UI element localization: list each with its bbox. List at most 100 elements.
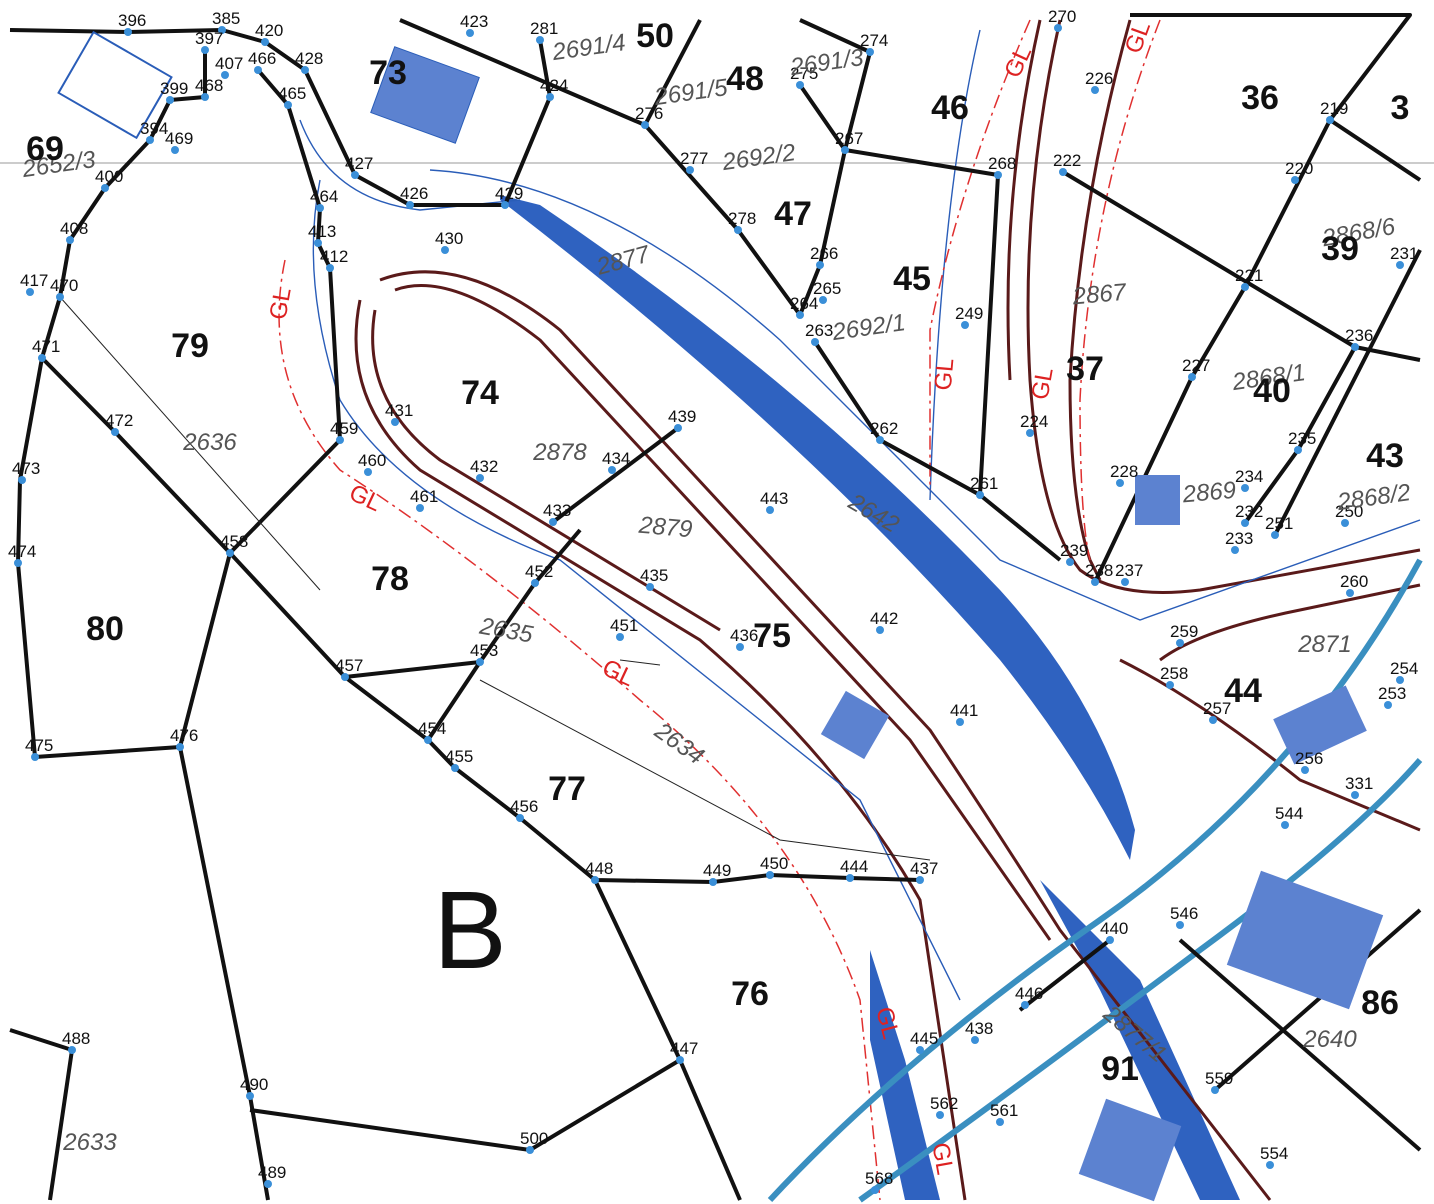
point-number: 449	[703, 861, 731, 880]
gl-label: GL	[265, 286, 297, 322]
point-number: 469	[165, 129, 193, 148]
point-number: 429	[495, 184, 523, 203]
point-number: 453	[470, 641, 498, 660]
survey-point	[14, 559, 22, 567]
survey-point	[476, 658, 484, 666]
survey-point	[146, 136, 154, 144]
plot-number: 2878	[532, 439, 587, 466]
survey-point	[811, 338, 819, 346]
survey-point	[686, 166, 694, 174]
survey-point	[871, 1186, 879, 1194]
point-number: 450	[760, 854, 788, 873]
survey-point	[796, 311, 804, 319]
point-number: 228	[1110, 462, 1138, 481]
survey-point	[536, 36, 544, 44]
plot-number: 2867	[1071, 279, 1129, 311]
survey-point	[351, 171, 359, 179]
survey-point	[1066, 558, 1074, 566]
survey-point	[1054, 24, 1062, 32]
survey-point	[111, 428, 119, 436]
sector-label: B	[433, 869, 506, 992]
point-number: 460	[358, 451, 386, 470]
parcel-number: 46	[931, 89, 969, 127]
parcel-number: 47	[774, 195, 812, 233]
point-number: 471	[32, 337, 60, 356]
plot-number: 2879	[637, 512, 694, 544]
survey-point	[846, 874, 854, 882]
survey-point	[284, 101, 292, 109]
survey-point	[1188, 373, 1196, 381]
point-number: 331	[1345, 774, 1373, 793]
survey-point	[336, 436, 344, 444]
survey-point	[876, 436, 884, 444]
survey-point	[18, 476, 26, 484]
point-number: 412	[320, 247, 348, 266]
survey-point	[316, 204, 324, 212]
survey-point	[218, 26, 226, 34]
survey-point	[796, 81, 804, 89]
point-number: 224	[1020, 412, 1048, 431]
survey-point	[971, 1036, 979, 1044]
survey-point	[916, 1046, 924, 1054]
survey-point	[676, 1056, 684, 1064]
point-number: 423	[460, 12, 488, 31]
point-number: 396	[118, 11, 146, 30]
point-number: 454	[418, 719, 446, 738]
point-number: 264	[790, 294, 818, 313]
point-number: 443	[760, 489, 788, 508]
plot-number: 2869	[1181, 477, 1238, 509]
survey-point	[1291, 176, 1299, 184]
survey-point	[1281, 821, 1289, 829]
point-number: 408	[60, 219, 88, 238]
point-number: 258	[1160, 664, 1188, 683]
point-number: 219	[1320, 99, 1348, 118]
survey-point	[1271, 531, 1279, 539]
survey-point	[221, 71, 229, 79]
point-number: 232	[1235, 502, 1263, 521]
point-number: 461	[410, 487, 438, 506]
point-number: 262	[870, 419, 898, 438]
survey-point	[56, 293, 64, 301]
survey-point	[994, 171, 1002, 179]
point-number: 440	[1100, 919, 1128, 938]
survey-point	[1384, 701, 1392, 709]
point-number: 420	[255, 21, 283, 40]
point-number: 234	[1235, 467, 1263, 486]
survey-point	[364, 468, 372, 476]
survey-point	[451, 764, 459, 772]
point-number: 458	[220, 532, 248, 551]
gl-label: GL	[1027, 366, 1059, 402]
survey-point	[766, 871, 774, 879]
point-number: 222	[1053, 151, 1081, 170]
point-number: 446	[1015, 984, 1043, 1003]
pipes	[767, 558, 1423, 1203]
survey-point	[31, 753, 39, 761]
survey-point	[1166, 681, 1174, 689]
survey-point	[976, 491, 984, 499]
parcel-number: 75	[753, 617, 791, 655]
point-number: 466	[248, 49, 276, 68]
survey-point	[709, 878, 717, 886]
parcel-number: 44	[1224, 672, 1262, 710]
survey-point	[66, 236, 74, 244]
point-number: 544	[1275, 804, 1303, 823]
parcel-number: 77	[548, 770, 586, 808]
survey-point	[1176, 639, 1184, 647]
survey-point	[1396, 261, 1404, 269]
point-number: 465	[278, 84, 306, 103]
survey-point	[1396, 676, 1404, 684]
survey-point	[1241, 283, 1249, 291]
survey-point	[201, 46, 209, 54]
parcel-number: 48	[726, 60, 764, 98]
point-number: 231	[1390, 244, 1418, 263]
survey-point	[916, 876, 924, 884]
survey-point	[546, 93, 554, 101]
survey-point	[876, 626, 884, 634]
point-number: 559	[1205, 1069, 1233, 1088]
survey-point	[1209, 716, 1217, 724]
point-number: 267	[835, 129, 863, 148]
survey-point	[391, 418, 399, 426]
survey-point	[176, 743, 184, 751]
survey-point	[956, 718, 964, 726]
survey-point	[254, 66, 262, 74]
